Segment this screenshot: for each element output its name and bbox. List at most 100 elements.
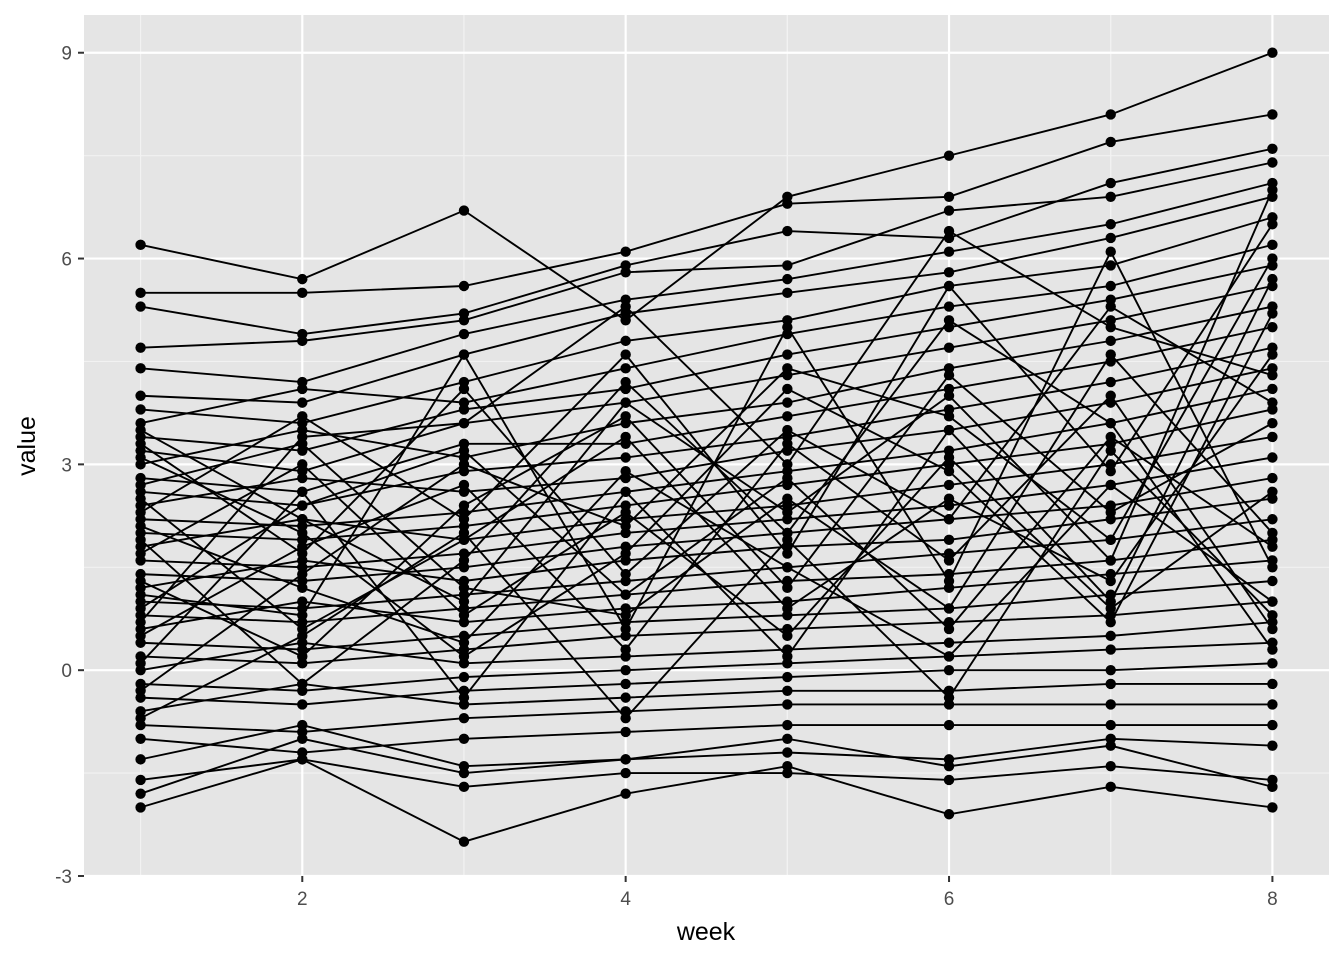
- y-tick-label: -3: [55, 867, 72, 888]
- data-point: [620, 713, 631, 724]
- data-point: [1105, 575, 1116, 587]
- data-point: [620, 507, 631, 518]
- data-point: [782, 651, 793, 662]
- series-31: [135, 719, 1278, 758]
- data-point: [1105, 219, 1116, 230]
- data-point: [135, 404, 146, 415]
- data-point: [458, 328, 470, 340]
- data-point: [135, 802, 146, 813]
- series-line: [140, 408, 1273, 541]
- series-line: [140, 161, 1273, 349]
- data-point: [782, 733, 793, 744]
- data-point: [782, 719, 793, 731]
- data-point: [1267, 184, 1278, 196]
- data-point: [1105, 191, 1116, 203]
- data-point: [297, 287, 308, 299]
- data-point: [943, 424, 955, 436]
- data-point: [1105, 246, 1116, 257]
- data-point: [620, 568, 631, 580]
- data-point: [297, 719, 308, 731]
- data-point: [458, 315, 470, 326]
- series-line: [140, 477, 1273, 582]
- data-point: [458, 349, 470, 360]
- data-point: [1267, 431, 1278, 443]
- data-point: [297, 459, 308, 470]
- data-point: [1105, 177, 1116, 189]
- data-point: [943, 575, 955, 587]
- data-point: [1267, 273, 1278, 285]
- data-point: [620, 692, 631, 703]
- data-point: [135, 438, 146, 449]
- data-point: [620, 267, 631, 278]
- data-point: [458, 205, 470, 216]
- data-point: [1267, 109, 1278, 120]
- data-point: [1105, 740, 1116, 751]
- data-point: [943, 301, 955, 312]
- data-point: [1267, 527, 1278, 539]
- data-point: [297, 754, 308, 765]
- data-point: [782, 225, 793, 237]
- data-point: [782, 198, 793, 209]
- data-point: [297, 548, 308, 559]
- data-point: [782, 472, 793, 484]
- data-point: [782, 424, 793, 436]
- data-point: [297, 527, 308, 539]
- data-point: [458, 459, 470, 470]
- series-43: [135, 349, 1278, 621]
- data-point: [1267, 740, 1278, 751]
- data-point: [1105, 781, 1116, 793]
- data-point: [620, 610, 631, 621]
- data-point: [1105, 644, 1116, 655]
- data-point: [135, 713, 146, 724]
- x-axis-title: week: [676, 918, 736, 946]
- data-point: [782, 349, 793, 360]
- data-point: [297, 486, 308, 498]
- data-point: [135, 287, 146, 299]
- data-point: [458, 651, 470, 662]
- data-point: [135, 630, 146, 642]
- data-point: [297, 397, 308, 408]
- data-point: [135, 774, 146, 786]
- data-point: [620, 466, 631, 477]
- series-34: [135, 754, 1278, 847]
- x-tick-label: 4: [620, 889, 631, 910]
- data-point: [1267, 418, 1278, 429]
- data-point: [297, 472, 308, 484]
- data-point: [458, 767, 470, 779]
- data-point: [620, 376, 631, 388]
- data-point: [943, 479, 955, 491]
- x-tick-label: 2: [297, 889, 308, 910]
- series-line: [139, 354, 1274, 631]
- data-point: [782, 507, 793, 518]
- data-point: [135, 788, 146, 799]
- data-point: [458, 713, 470, 724]
- data-point: [943, 603, 955, 614]
- data-point: [782, 321, 793, 333]
- series-2: [135, 109, 1278, 299]
- data-point: [943, 267, 955, 278]
- data-point: [943, 534, 955, 546]
- series-48: [135, 219, 1278, 559]
- data-point: [297, 383, 308, 395]
- series-line: [140, 394, 1274, 652]
- data-point: [620, 623, 631, 635]
- data-point: [458, 781, 470, 793]
- data-point: [297, 273, 308, 285]
- series-51: [135, 445, 1278, 724]
- series-line: [140, 724, 1273, 768]
- data-point: [943, 150, 955, 161]
- data-point: [135, 603, 146, 614]
- data-point: [135, 754, 146, 765]
- data-point: [1267, 321, 1278, 333]
- data-point: [1267, 644, 1278, 655]
- data-point: [943, 225, 955, 237]
- series-line: [140, 353, 1274, 617]
- data-point: [1105, 555, 1116, 566]
- data-point: [1105, 301, 1116, 312]
- data-point: [620, 452, 631, 463]
- data-point: [458, 404, 470, 415]
- series-50: [135, 184, 1278, 607]
- plot-panel: [84, 15, 1329, 876]
- data-point: [135, 452, 146, 463]
